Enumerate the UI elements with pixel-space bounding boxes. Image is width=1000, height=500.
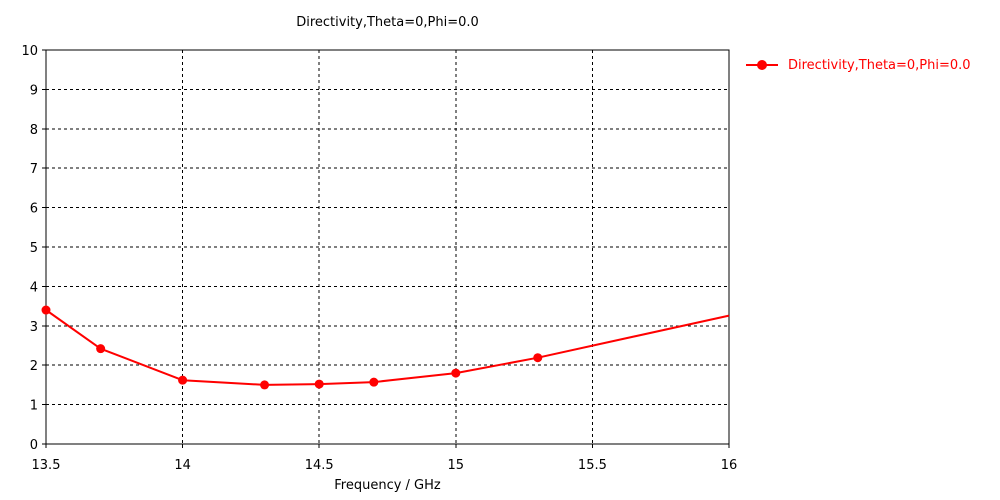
- legend-marker: [757, 60, 767, 70]
- y-tick-label: 2: [30, 359, 38, 374]
- y-tick-label: 5: [30, 241, 38, 256]
- y-tick-label: 6: [30, 202, 38, 217]
- data-point: [314, 379, 324, 389]
- y-tick-label: 10: [21, 44, 38, 59]
- legend: Directivity,Theta=0,Phi=0.0: [744, 55, 971, 75]
- data-point: [41, 305, 51, 315]
- x-axis-label: Frequency / GHz: [334, 478, 441, 493]
- data-point: [533, 353, 543, 363]
- series-line: [45, 309, 730, 386]
- y-tick-label: 0: [30, 438, 38, 453]
- x-tick-label: 14.5: [305, 458, 334, 473]
- x-tick-label: 16: [721, 458, 738, 473]
- data-point: [178, 375, 188, 385]
- legend-swatch: [744, 55, 780, 75]
- y-tick-label: 9: [30, 83, 38, 98]
- x-tick-label: 15: [448, 458, 465, 473]
- y-tick-label: 4: [30, 280, 38, 295]
- x-tick-label: 15.5: [578, 458, 607, 473]
- x-tick-label: 14: [174, 458, 191, 473]
- data-point: [260, 380, 270, 390]
- data-point: [369, 377, 379, 387]
- data-point: [96, 344, 106, 354]
- chart-title: Directivity,Theta=0,Phi=0.0: [296, 15, 479, 30]
- y-tick-label: 7: [30, 162, 38, 177]
- y-tick-label: 8: [30, 123, 38, 138]
- y-tick-label: 3: [30, 320, 38, 335]
- legend-label: Directivity,Theta=0,Phi=0.0: [788, 57, 971, 73]
- x-tick-label: 13.5: [32, 458, 61, 473]
- data-point: [451, 368, 461, 378]
- y-tick-label: 1: [30, 399, 38, 414]
